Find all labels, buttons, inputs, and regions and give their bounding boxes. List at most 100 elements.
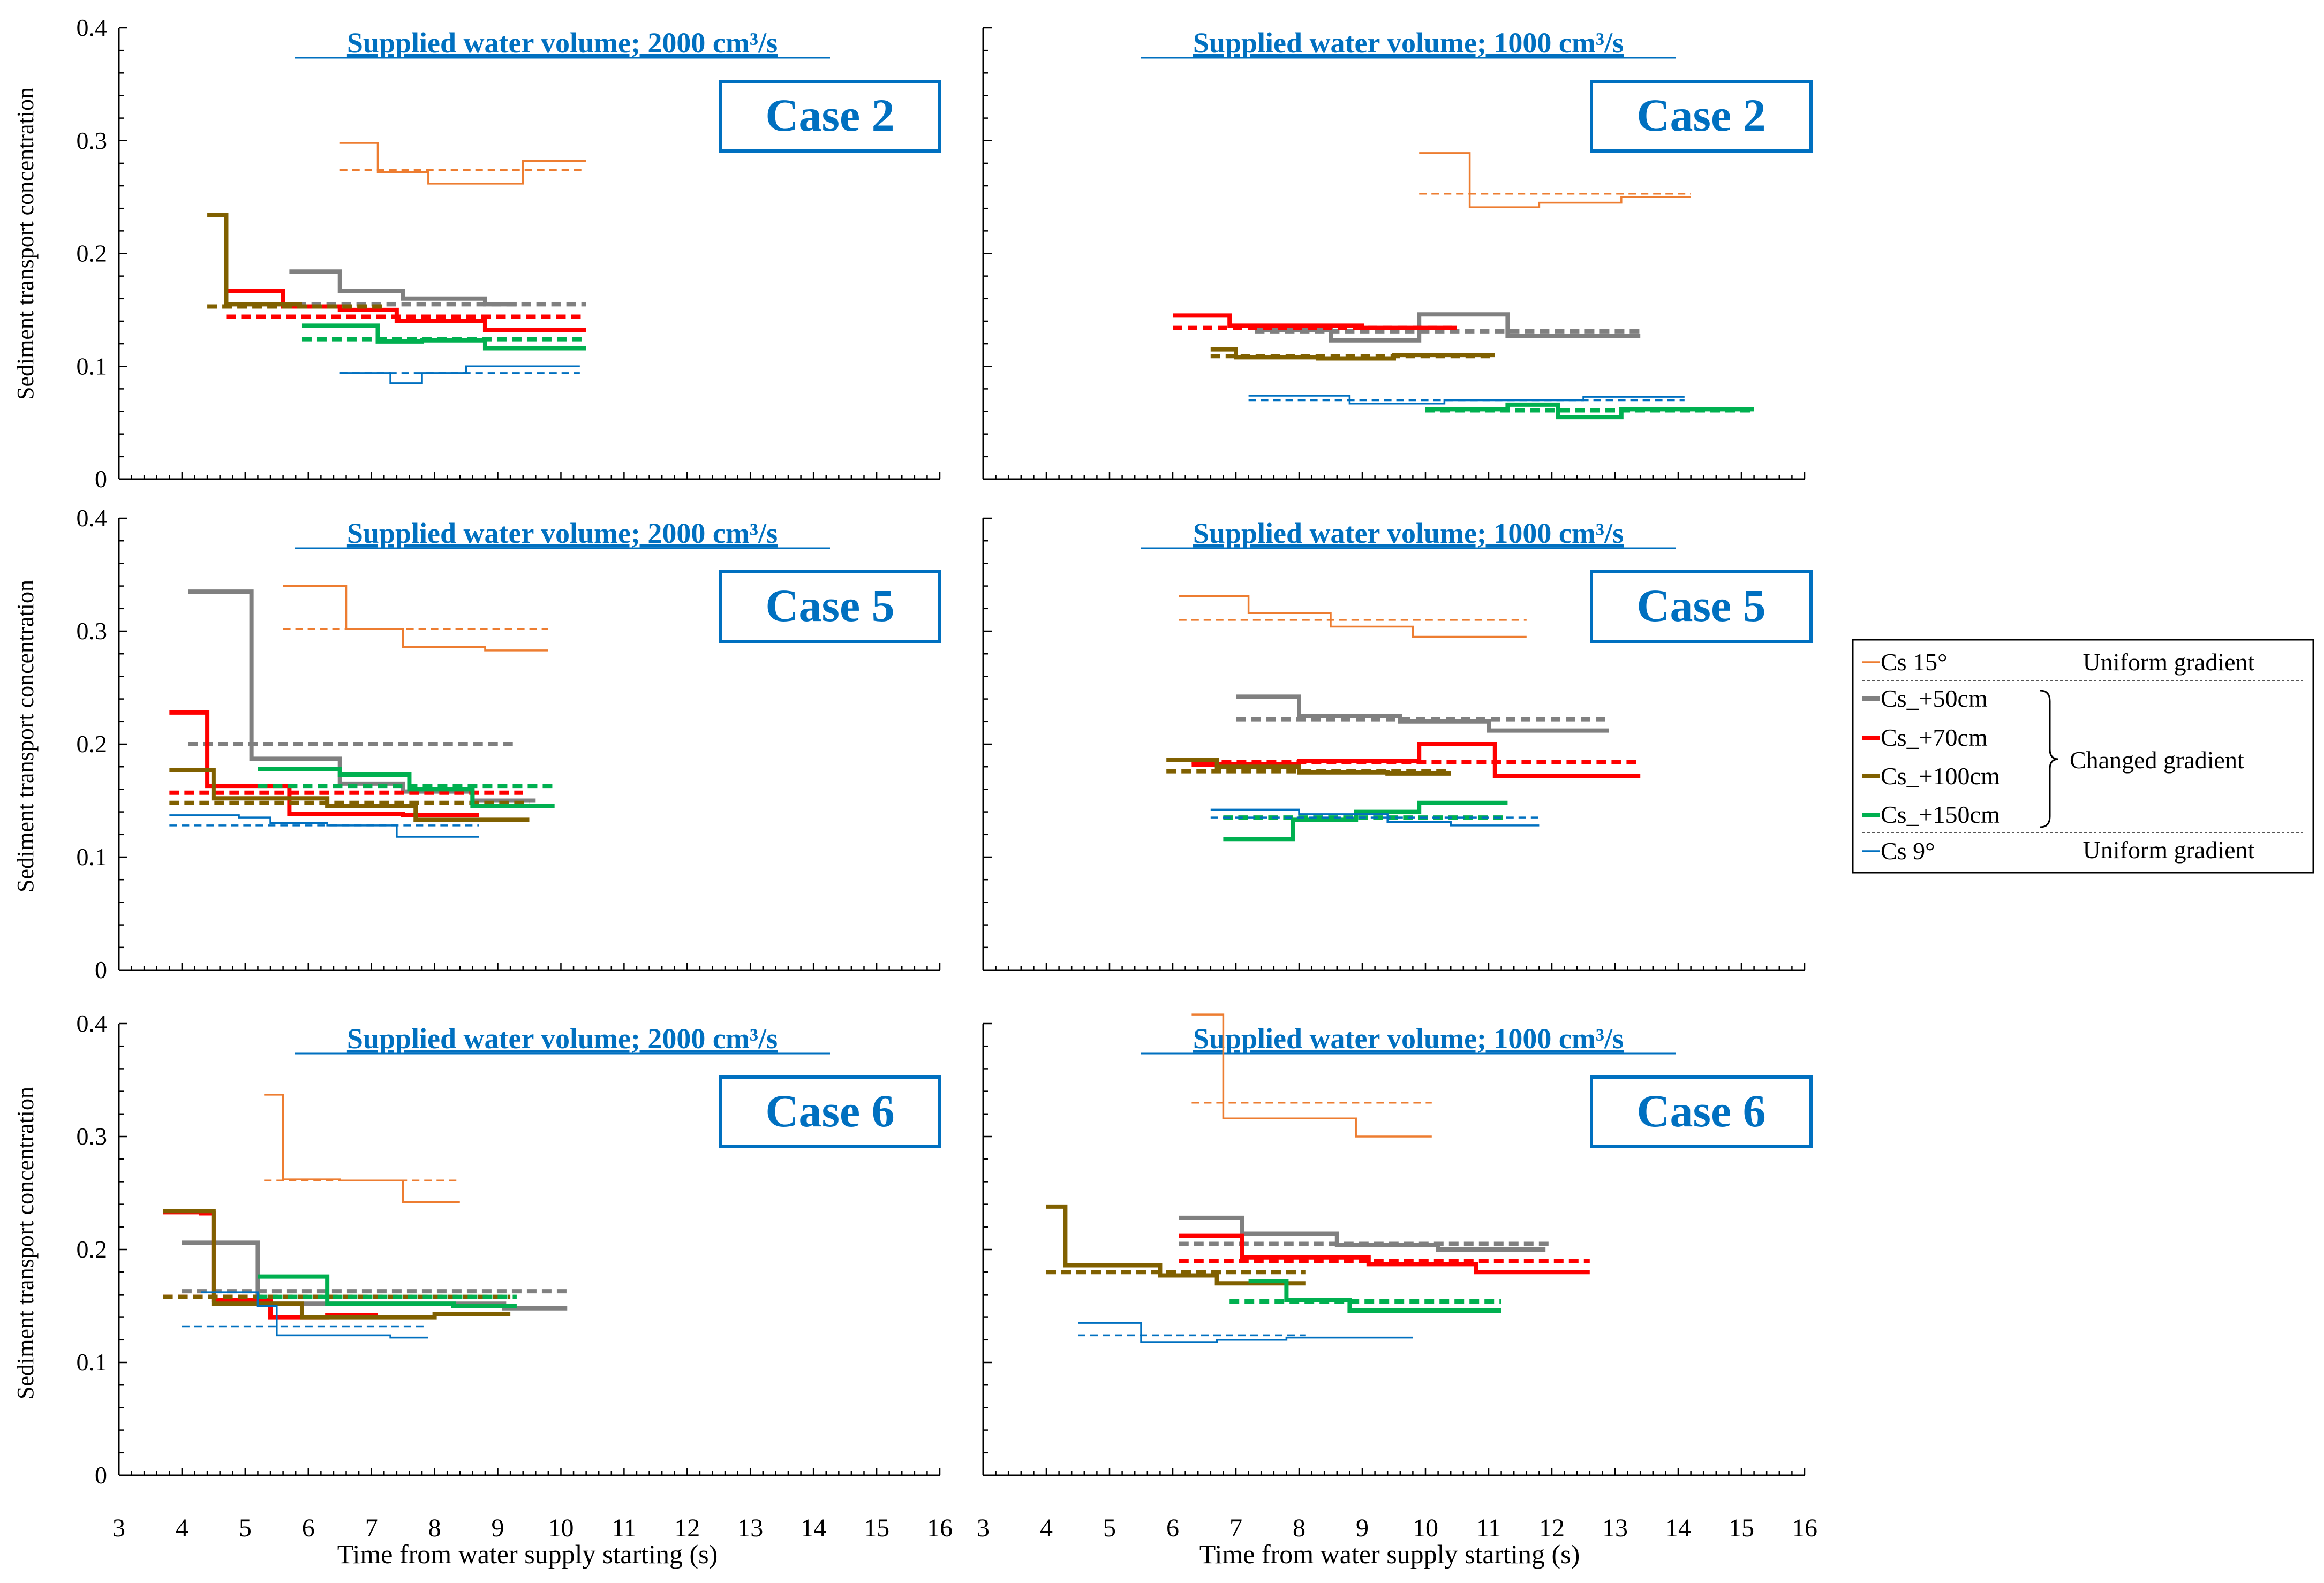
series-step-cs15 — [339, 142, 586, 185]
x-tick-label: 15 — [1729, 1514, 1754, 1542]
x-tick-label: 6 — [302, 1514, 315, 1542]
case-box — [719, 80, 941, 153]
y-tick-label: 0.3 — [77, 127, 108, 154]
x-tick-label: 13 — [737, 1514, 763, 1542]
series-step-cs150 — [258, 1274, 517, 1308]
panel-bottom-left: 0 0.1 0.2 0.3 0.4 Supplied water volume; 2000… — [77, 1010, 941, 1489]
case-box — [719, 570, 941, 643]
series-step-cs9 — [339, 365, 580, 384]
y-tick-label: 0.2 — [77, 1236, 108, 1263]
legend-items: Cs 15° Cs_+50cm Cs_+70cm Cs_+100cm Cs_+150cm… — [1862, 648, 2000, 865]
panel-middle-right: Supplied water volume; 1000 cm³/s Case 5 — [982, 517, 1813, 971]
x-tick-label: 8 — [1293, 1514, 1306, 1542]
series-step-cs100 — [1166, 758, 1451, 776]
series-step-cs150 — [258, 767, 555, 809]
panel-title: Supplied water volume; 2000 cm³/s — [347, 517, 778, 549]
case-label: Case 5 — [1636, 580, 1765, 631]
x-tick-label: 13 — [1602, 1514, 1628, 1542]
y-tick-label: 0.1 — [77, 352, 108, 380]
x-tick-label: 12 — [674, 1514, 700, 1542]
x-tick-label: 14 — [801, 1514, 826, 1542]
y-axis-label-row3: Sediment transport concentration — [12, 1087, 39, 1399]
x-tick-label: 12 — [1539, 1514, 1565, 1542]
series-step-cs9 — [1248, 395, 1685, 405]
x-tick-label: 10 — [548, 1514, 574, 1542]
x-tick-label: 16 — [1792, 1514, 1817, 1542]
x-axis-label-left: Time from water supply starting (s) — [337, 1539, 718, 1569]
legend-label-cs150: Cs_+150cm — [1881, 801, 2000, 828]
series-step-cs50 — [1236, 694, 1609, 733]
panel-title: Supplied water volume; 1000 cm³/s — [1193, 1022, 1624, 1055]
panel-top-left: 0 0.1 0.2 0.3 0.4 Supplied water volume; 2000… — [77, 14, 941, 493]
panel-top-right: Supplied water volume; 1000 cm³/s Case 2 — [982, 27, 1813, 480]
x-tick-label: 16 — [927, 1514, 953, 1542]
case-label: Case 6 — [1636, 1085, 1765, 1137]
panel-bottom-right: Supplied water volume; 1000 cm³/s Case 6 — [982, 1013, 1813, 1476]
x-tick-label: 5 — [1103, 1514, 1116, 1542]
series-step-cs150 — [1223, 800, 1508, 842]
panel-title: Supplied water volume; 2000 cm³/s — [347, 27, 778, 59]
series-step-cs15 — [1419, 152, 1691, 208]
legend-box — [1852, 639, 2314, 874]
case-box — [1590, 80, 1813, 153]
panel-title: Supplied water volume; 1000 cm³/s — [1193, 517, 1624, 549]
y-axis-label-row1: Sediment transport concentration — [12, 87, 39, 400]
y-tick-label: 0 — [95, 465, 107, 493]
legend-label-cs15: Cs 15° — [1881, 648, 1947, 676]
panel-title: Supplied water volume; 2000 cm³/s — [347, 1022, 778, 1055]
series-step-cs9 — [1078, 1322, 1413, 1343]
y-tick-label: 0.2 — [77, 730, 108, 758]
y-tick-label: 0.4 — [77, 14, 108, 41]
series-step-cs15 — [283, 585, 548, 652]
series-step-cs9 — [201, 1291, 428, 1339]
y-tick-label: 0.3 — [77, 617, 108, 645]
x-tick-label: 4 — [1040, 1514, 1053, 1542]
series-step-cs100 — [207, 213, 302, 307]
case-label: Case 5 — [765, 580, 894, 631]
case-box — [719, 1075, 941, 1148]
x-tick-label: 15 — [864, 1514, 889, 1542]
x-tick-label: 5 — [239, 1514, 252, 1542]
series-step-cs70 — [1179, 1233, 1590, 1275]
legend-label-cs100: Cs_+100cm — [1881, 762, 2000, 790]
legend-uniform-top: Uniform gradient — [2083, 648, 2255, 676]
series-step-cs15 — [1191, 1013, 1432, 1138]
x-tick-label: 14 — [1665, 1514, 1691, 1542]
x-tick-label: 6 — [1166, 1514, 1179, 1542]
x-tick-label: 7 — [1229, 1514, 1242, 1542]
y-tick-label: 0.1 — [77, 843, 108, 870]
series-step-cs9 — [169, 814, 479, 838]
y-tick-label: 0.4 — [77, 1010, 108, 1037]
x-tick-label: 7 — [365, 1514, 378, 1542]
y-tick-label: 0.1 — [77, 1349, 108, 1376]
legend-changed-gradient: Changed gradient — [2070, 746, 2244, 774]
y-tick-label: 0.3 — [77, 1123, 108, 1150]
y-axis-label-row2: Sediment transport concentration — [12, 580, 39, 892]
series-step-cs100 — [163, 1209, 511, 1320]
x-tick-label: 11 — [1476, 1514, 1501, 1542]
panel-middle-left: 0 0.1 0.2 0.3 0.4 Supplied water volume; 2000… — [77, 504, 941, 983]
x-tick-label: 8 — [428, 1514, 441, 1542]
x-tick-label: 10 — [1413, 1514, 1438, 1542]
y-tick-label: 0 — [95, 1461, 107, 1489]
x-tick-labels-right: 3 4 5 6 7 8 9 10 11 12 13 14 15 16 — [977, 1514, 1817, 1542]
x-axis-label-right: Time from water supply starting (s) — [1199, 1539, 1580, 1569]
x-tick-label: 3 — [977, 1514, 990, 1542]
legend: Cs 15° Cs_+50cm Cs_+70cm Cs_+100cm Cs_+150cm… — [1852, 639, 2314, 874]
series-step-cs50 — [1179, 1215, 1546, 1252]
x-tick-label: 3 — [112, 1514, 125, 1542]
x-tick-label: 9 — [492, 1514, 504, 1542]
case-label: Case 2 — [765, 89, 894, 141]
legend-uniform-bottom: Uniform gradient — [2083, 836, 2255, 864]
legend-label-cs50: Cs_+50cm — [1881, 685, 1988, 712]
legend-label-cs9: Cs 9° — [1881, 837, 1935, 865]
case-label: Case 2 — [1636, 89, 1765, 141]
series-step-cs70 — [226, 289, 586, 332]
series-step-cs70 — [1173, 313, 1457, 330]
x-tick-labels-left: 3 4 5 6 7 8 9 10 11 12 13 14 15 16 — [112, 1514, 953, 1542]
y-tick-label: 0 — [95, 956, 107, 983]
x-tick-label: 11 — [612, 1514, 636, 1542]
case-box — [1590, 1075, 1813, 1148]
case-label: Case 6 — [765, 1085, 894, 1137]
case-box — [1590, 570, 1813, 643]
